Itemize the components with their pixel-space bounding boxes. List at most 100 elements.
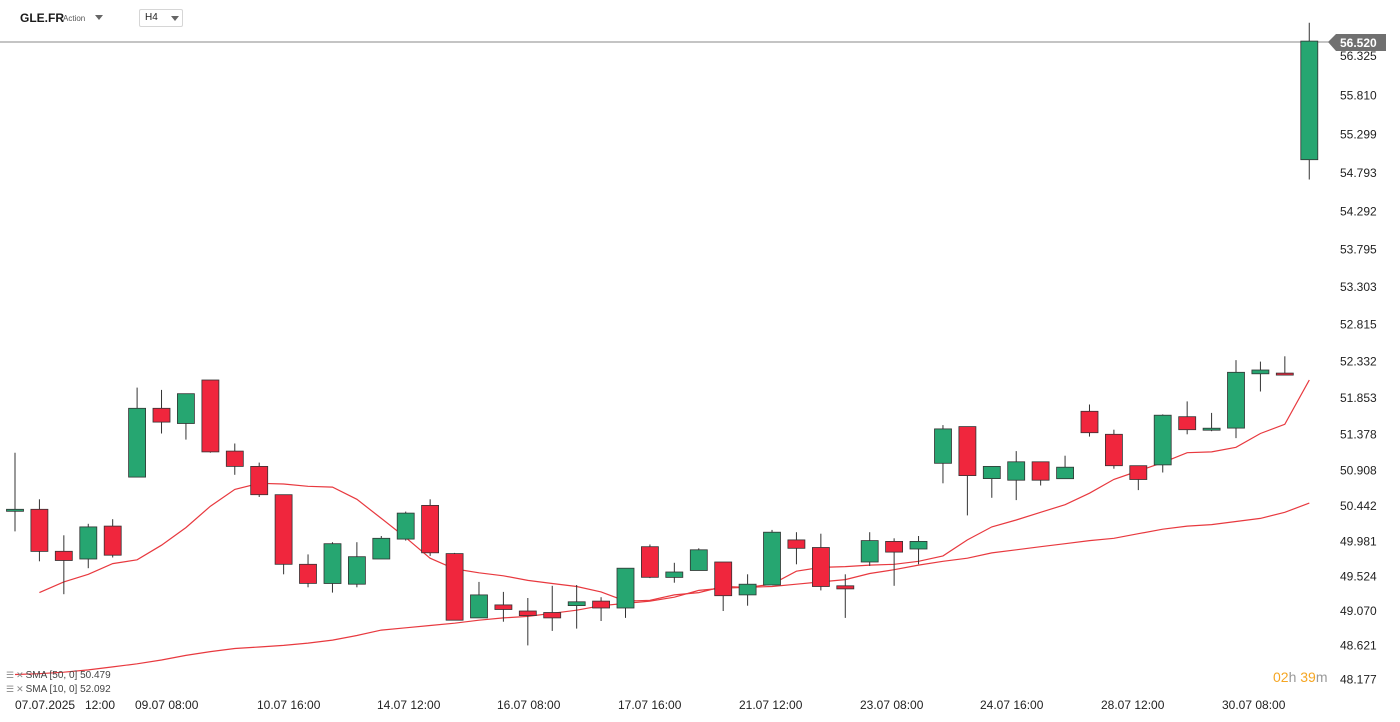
candle[interactable] xyxy=(909,536,928,565)
candle-body xyxy=(54,550,73,561)
candle[interactable] xyxy=(543,585,562,631)
candle[interactable] xyxy=(372,536,391,560)
price-axis: 56.325 55.810 55.299 54.793 54.292 53.795 53.3… xyxy=(1340,49,1377,686)
candle[interactable] xyxy=(787,532,806,565)
price-tick-label: 53.303 xyxy=(1340,280,1377,294)
candle[interactable] xyxy=(714,561,733,611)
candle[interactable] xyxy=(1105,429,1123,469)
candle[interactable] xyxy=(1080,404,1099,437)
price-tick-label: 48.621 xyxy=(1340,638,1377,652)
candle-body xyxy=(445,553,464,621)
price-tick-label: 49.070 xyxy=(1340,604,1377,618)
candle[interactable] xyxy=(201,379,220,453)
current-price-tag: 56.520 xyxy=(1328,34,1386,51)
candle-body xyxy=(1178,416,1197,431)
time-tick-label: 17.07 16:00 xyxy=(618,698,682,712)
indicator-legend-sma50[interactable]: ☰ ✕ SMA [50, 0] 50.479 xyxy=(6,670,111,681)
candle-body xyxy=(1227,371,1245,429)
candle[interactable] xyxy=(445,552,464,621)
candle-body xyxy=(836,585,855,590)
indicator-icon: ☰ xyxy=(6,670,15,680)
candle[interactable] xyxy=(616,567,635,618)
candle[interactable] xyxy=(421,499,440,556)
candle-body xyxy=(909,541,928,550)
candle-body xyxy=(1080,410,1099,434)
candle[interactable] xyxy=(1129,465,1148,491)
candle[interactable] xyxy=(1031,461,1050,486)
candle[interactable] xyxy=(79,523,98,569)
instrument-dropdown-icon[interactable] xyxy=(95,15,103,20)
candle[interactable] xyxy=(176,393,195,440)
candle[interactable] xyxy=(982,465,1001,498)
countdown-minutes: 39 xyxy=(1300,669,1316,685)
candle-body xyxy=(1275,372,1294,376)
candle-body xyxy=(1105,433,1123,467)
candle[interactable] xyxy=(494,591,513,622)
candle[interactable] xyxy=(665,562,684,583)
candle[interactable] xyxy=(1056,455,1074,480)
candle-body xyxy=(616,567,635,609)
countdown-hours: 02 xyxy=(1273,669,1289,685)
price-tick-label: 55.299 xyxy=(1340,128,1377,142)
candle-body xyxy=(225,450,244,467)
time-tick-label: 07.07.2025 xyxy=(15,698,75,712)
current-price-value: 56.520 xyxy=(1340,36,1377,50)
candle[interactable] xyxy=(1300,22,1319,180)
candle[interactable] xyxy=(738,574,757,606)
candle[interactable] xyxy=(103,519,122,558)
price-tick-label: 54.793 xyxy=(1340,166,1377,180)
candle[interactable] xyxy=(567,585,586,629)
candle[interactable] xyxy=(128,387,147,478)
candle[interactable] xyxy=(225,443,244,475)
time-tick-label: 09.07 08:00 xyxy=(135,698,199,712)
close-icon[interactable]: ✕ xyxy=(16,670,24,680)
candle[interactable] xyxy=(592,597,610,621)
candle[interactable] xyxy=(299,554,317,588)
close-icon[interactable]: ✕ xyxy=(16,684,24,694)
candle[interactable] xyxy=(860,532,879,566)
candle[interactable] xyxy=(347,542,366,588)
candle[interactable] xyxy=(396,511,415,541)
candle[interactable] xyxy=(54,535,73,595)
candle[interactable] xyxy=(689,548,708,571)
price-tick-label: 50.442 xyxy=(1340,499,1377,513)
candle-body xyxy=(860,540,879,563)
candle-body xyxy=(1056,466,1074,480)
candle[interactable] xyxy=(250,462,269,497)
price-tick-label: 52.815 xyxy=(1340,318,1377,332)
candle[interactable] xyxy=(958,426,977,516)
candle[interactable] xyxy=(812,533,830,591)
candle[interactable] xyxy=(763,529,781,586)
candle[interactable] xyxy=(470,581,488,619)
candle[interactable] xyxy=(1153,414,1172,473)
candle[interactable] xyxy=(152,389,171,434)
indicator-legend-sma10[interactable]: ☰ ✕ SMA [10, 0] 52.092 xyxy=(6,684,111,695)
candle[interactable] xyxy=(323,542,342,593)
candle[interactable] xyxy=(518,598,537,646)
candle[interactable] xyxy=(1178,401,1197,435)
sma-50-line xyxy=(14,502,1310,676)
candle[interactable] xyxy=(1251,361,1270,392)
candle[interactable] xyxy=(1227,360,1245,439)
candle[interactable] xyxy=(1202,412,1221,432)
time-tick-label: 24.07 16:00 xyxy=(980,698,1044,712)
candle-body xyxy=(494,604,513,610)
candle-body xyxy=(250,465,269,496)
candle[interactable] xyxy=(30,499,49,562)
candle[interactable] xyxy=(1007,451,1026,501)
time-tick-label: 30.07 08:00 xyxy=(1222,698,1286,712)
candle[interactable] xyxy=(934,425,952,484)
candle[interactable] xyxy=(836,574,855,618)
timeframe-select[interactable]: H4 xyxy=(139,9,183,27)
candle[interactable] xyxy=(641,544,659,579)
candle[interactable] xyxy=(1275,356,1294,376)
candle-body xyxy=(885,541,903,553)
candle[interactable] xyxy=(885,538,903,586)
candle[interactable] xyxy=(6,452,24,532)
candle-body xyxy=(1202,427,1221,431)
candle-body xyxy=(763,531,781,586)
candle[interactable] xyxy=(274,494,293,575)
candle-body xyxy=(1031,461,1050,481)
instrument-symbol[interactable]: GLE.FR xyxy=(20,11,64,25)
